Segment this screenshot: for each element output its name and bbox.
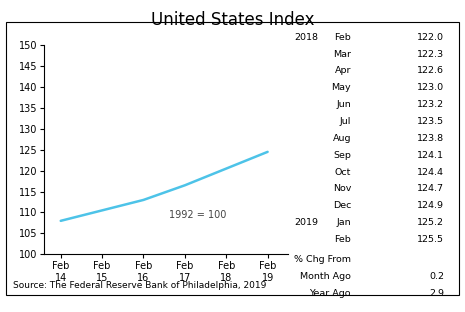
Text: Jan: Jan: [337, 218, 351, 227]
Text: Feb: Feb: [334, 33, 351, 42]
Text: 122.6: 122.6: [417, 66, 444, 76]
Text: 123.0: 123.0: [417, 83, 444, 92]
Text: 0.2: 0.2: [429, 272, 444, 281]
Text: Year Ago: Year Ago: [310, 289, 351, 298]
Text: 122.3: 122.3: [417, 50, 444, 59]
Text: 124.1: 124.1: [417, 151, 444, 160]
Text: Jun: Jun: [336, 100, 351, 109]
Text: 123.8: 123.8: [417, 134, 444, 143]
Text: Mar: Mar: [333, 50, 351, 59]
Text: Month Ago: Month Ago: [300, 272, 351, 281]
Text: Sep: Sep: [333, 151, 351, 160]
Text: 125.2: 125.2: [417, 218, 444, 227]
Text: 122.0: 122.0: [417, 33, 444, 42]
Text: 124.7: 124.7: [417, 184, 444, 193]
Text: 124.9: 124.9: [417, 201, 444, 210]
Text: Aug: Aug: [332, 134, 351, 143]
Text: Feb: Feb: [334, 235, 351, 244]
Text: Dec: Dec: [332, 201, 351, 210]
Text: 2019: 2019: [294, 218, 318, 227]
Text: 1992 = 100: 1992 = 100: [169, 210, 226, 220]
Text: Nov: Nov: [332, 184, 351, 193]
Text: 123.5: 123.5: [417, 117, 444, 126]
Text: 125.5: 125.5: [417, 235, 444, 244]
Text: Apr: Apr: [335, 66, 351, 76]
Text: 123.2: 123.2: [417, 100, 444, 109]
Text: 2018: 2018: [294, 33, 318, 42]
Text: Source: The Federal Reserve Bank of Philadelphia, 2019: Source: The Federal Reserve Bank of Phil…: [13, 280, 266, 290]
Text: May: May: [332, 83, 351, 92]
Text: United States Index: United States Index: [151, 11, 314, 29]
Text: Oct: Oct: [335, 168, 351, 177]
Text: Jul: Jul: [340, 117, 351, 126]
Text: 124.4: 124.4: [417, 168, 444, 177]
Text: % Chg From: % Chg From: [294, 255, 351, 264]
Text: 2.9: 2.9: [429, 289, 444, 298]
